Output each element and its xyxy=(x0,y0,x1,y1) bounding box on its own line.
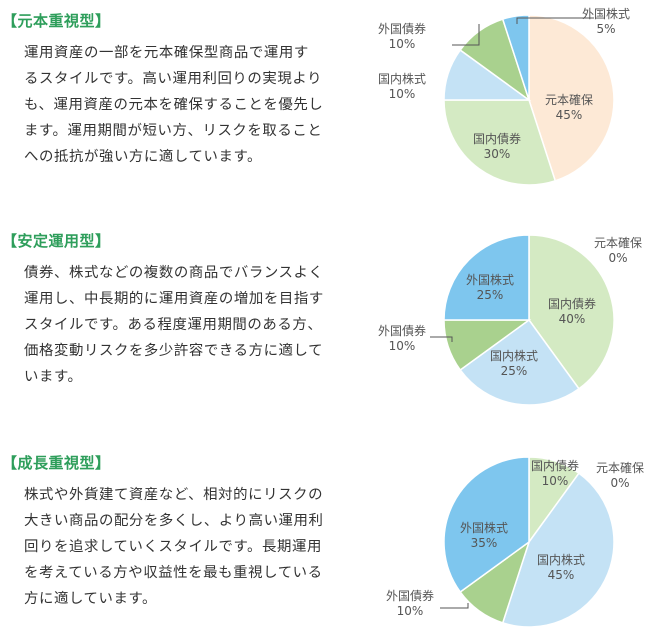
description-line: 方に適しています。 xyxy=(24,591,158,607)
slice-value-label: 45% xyxy=(556,108,583,122)
slice-name-label: 外国株式 xyxy=(582,6,630,21)
description-line: 大きい商品の配分を多くし、より高い運用利 xyxy=(24,513,324,529)
slice-value-label: 35% xyxy=(471,536,498,550)
description-line: への抵抗が強い方に適しています。 xyxy=(24,149,262,165)
slice-value-label: 25% xyxy=(501,364,528,378)
description-line: 回りを追求していくスタイルです。長期運用 xyxy=(24,539,322,555)
section-description: 株式や外貨建て資産など、相対的にリスクの 大きい商品の配分を多くし、より高い運用… xyxy=(24,482,364,612)
slice-value-label: 30% xyxy=(484,147,511,161)
slice-name-label: 外国株式 xyxy=(460,520,508,535)
leader-line xyxy=(440,603,469,609)
slice-name-label: 外国債券 xyxy=(378,21,426,36)
slice-name-label: 外国債券 xyxy=(386,588,434,603)
slice-name-label: 国内株式 xyxy=(537,552,585,567)
slice-value-label: 10% xyxy=(389,37,416,51)
slice-value-label: 45% xyxy=(548,568,575,582)
pie-slice xyxy=(443,234,530,321)
section-heading: 【成長重視型】 xyxy=(2,454,111,472)
leader-line xyxy=(516,17,594,24)
slice-value-label: 10% xyxy=(389,87,416,101)
pie-slice xyxy=(443,99,557,186)
slice-name-label: 元本確保 xyxy=(594,235,642,250)
pie-slices xyxy=(443,14,615,186)
description-line: います。 xyxy=(24,369,83,385)
slice-name-label: 国内債券 xyxy=(531,458,579,473)
description-line: 運用資産の一部を元本確保型商品で運用す xyxy=(24,45,309,61)
description-line: スタイルです。ある程度運用期間のある方、 xyxy=(24,317,323,333)
slice-name-label: 国内債券 xyxy=(548,296,596,311)
section-heading: 【安定運用型】 xyxy=(2,232,111,250)
description-line: 株式や外貨建て資産など、相対的にリスクの xyxy=(24,487,324,503)
pie-slices xyxy=(443,456,615,628)
description-line: るスタイルです。高い運用利回りの実現より xyxy=(24,71,323,87)
pie-slice xyxy=(501,14,530,101)
section-heading: 【元本重視型】 xyxy=(2,12,111,30)
slice-value-label: 25% xyxy=(477,288,504,302)
slice-name-label: 外国株式 xyxy=(466,272,514,287)
pie-slice xyxy=(528,14,615,182)
section-description: 運用資産の一部を元本確保型商品で運用す るスタイルです。高い運用利回りの実現より… xyxy=(24,40,364,170)
description-line: 運用し、中長期的に運用資産の増加を目指す xyxy=(24,291,324,307)
section-principal: 【元本重視型】 運用資産の一部を元本確保型商品で運用す るスタイルです。高い運用… xyxy=(0,6,660,210)
slice-value-label: 10% xyxy=(397,604,424,618)
slice-value-label: 0% xyxy=(610,476,629,490)
slice-name-label: 元本確保 xyxy=(596,460,644,475)
description-line: も、運用資産の元本を確保することを優先し xyxy=(24,97,324,113)
pie-slice xyxy=(443,456,530,594)
slice-value-label: 10% xyxy=(542,474,569,488)
slice-value-label: 5% xyxy=(596,22,615,36)
section-growth: 【成長重視型】 株式や外貨建て資産など、相対的にリスクの 大きい商品の配分を多く… xyxy=(0,452,660,637)
slice-name-label: 元本確保 xyxy=(545,92,593,107)
pie-slices xyxy=(443,234,615,406)
slice-name-label: 外国債券 xyxy=(378,323,426,338)
description-line: を考えている方や収益性を最も重視している xyxy=(24,565,323,581)
pie-slice xyxy=(459,318,581,406)
leader-line xyxy=(430,336,453,342)
section-description: 債券、株式などの複数の商品でバランスよく 運用し、中長期的に運用資産の増加を目指… xyxy=(24,260,364,390)
slice-value-label: 10% xyxy=(389,339,416,353)
leader-line xyxy=(452,24,480,46)
pie-slice xyxy=(528,234,615,390)
description-line: 債券、株式などの複数の商品でバランスよく xyxy=(24,265,324,281)
description-line: ます。運用期間が短い方、リスクを取ること xyxy=(24,123,323,139)
section-stable: 【安定運用型】 債券、株式などの複数の商品でバランスよく 運用し、中長期的に運用… xyxy=(0,230,660,430)
slice-value-label: 40% xyxy=(559,312,586,326)
slice-name-label: 国内株式 xyxy=(378,71,426,86)
slice-name-label: 国内株式 xyxy=(490,348,538,363)
slice-value-label: 0% xyxy=(608,251,627,265)
pie-slice xyxy=(501,472,615,628)
description-line: 価格変動リスクを多少許容できる方に適して xyxy=(24,343,324,359)
slice-name-label: 国内債券 xyxy=(473,131,521,146)
